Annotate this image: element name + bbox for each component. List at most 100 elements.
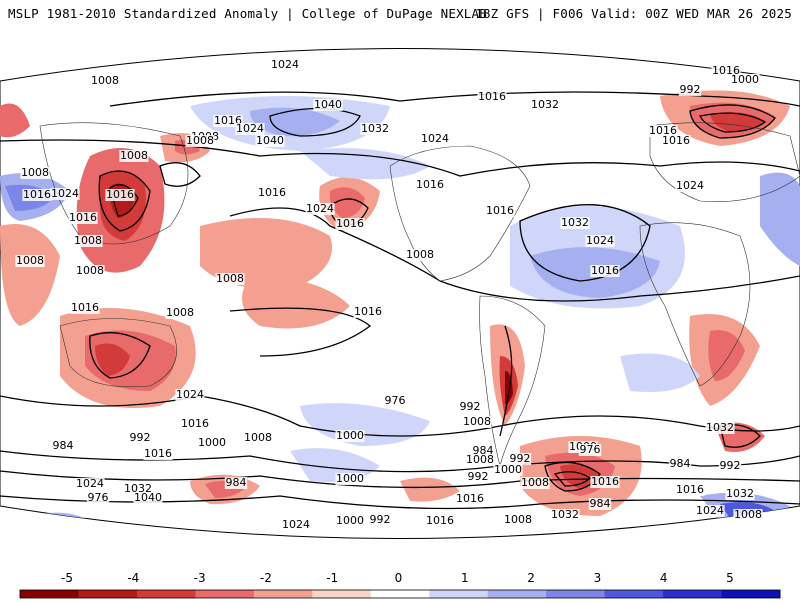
isobar-label: 1024 [306,202,334,215]
isobar-label-bg [465,454,495,466]
isobar-label: 1024 [76,477,104,490]
isobar-label-bg [75,478,105,490]
isobar-label-bg [335,218,365,230]
isobar-label: 984 [226,476,247,489]
isobar-label-bg [165,307,195,319]
colorbar-tick-label: -5 [61,571,73,585]
isobar-label: 1000 [336,429,364,442]
isobar-label: 1000 [336,514,364,527]
colorbar-tick-label: 2 [527,571,535,585]
colorbar-swatch [312,590,372,598]
colorbar-tick-label: 3 [594,571,602,585]
isobar-label-bg [197,437,227,449]
isobar-label-bg [353,306,383,318]
isobar-label: 1032 [561,216,589,229]
isobar-label: 984 [670,457,691,470]
isobar-label: 1040 [314,98,342,111]
isobar-label: 1016 [181,417,209,430]
colorbar-swatch [663,590,723,598]
isobar-label-bg [128,432,152,444]
isobar-label: 1016 [416,178,444,191]
colorbar-swatch [195,590,255,598]
isobar-label: 1008 [76,264,104,277]
isobar-label-bg [51,440,75,452]
isobar-label-bg [718,460,742,472]
isobar-label-bg [705,422,735,434]
colorbar-tick-label: -3 [194,571,206,585]
isobar-label: 1024 [51,187,79,200]
isobar-label-bg [105,189,135,201]
isobar-label-bg [678,84,702,96]
colorbar-tick-label: -4 [127,571,139,585]
isobar-label-bg [143,448,173,460]
isobar-label-bg [255,135,285,147]
isobar-label-bg [668,458,692,470]
isobar-label: 1000 [198,436,226,449]
isobar-label-bg [578,444,602,456]
isobar-label-bg [520,477,550,489]
colorbar-tick-label: 1 [461,571,469,585]
isobar-label-bg [425,515,455,527]
isobar-label: 1024 [586,234,614,247]
colorbar-frame [19,589,781,599]
isobar-label-bg [68,212,98,224]
isobar-label: 1000 [336,472,364,485]
isobar-label-bg [508,453,532,465]
isobar-label: 1008 [91,74,119,87]
isobar-label-bg [133,492,163,504]
isobar-label-bg [175,389,205,401]
isobar-label-bg [725,488,755,500]
isobar-label-bg [235,123,265,135]
isobar-label: 1016 [354,305,382,318]
anomaly-map: 1024 1016 1008 1016 1040 1032 1032 1040 1024 1016… [0,26,800,561]
isobar-label: 1016 [106,188,134,201]
isobar-label: 1008 [521,476,549,489]
isobar-label: 1016 [649,124,677,137]
isobar-label: 1000 [731,73,759,86]
isobar-label: 1008 [504,513,532,526]
isobar-label: 1016 [23,188,51,201]
isobar-label: 1040 [256,134,284,147]
isobar-label-bg [675,180,705,192]
colorbar-legend: -5 -4 -3 -2 -1 0 1 2 3 4 5 [0,566,800,600]
isobar-label: 1008 [74,234,102,247]
isobar-label-bg [648,125,678,137]
isobar-label-bg [485,205,515,217]
isobar-label: 1016 [456,492,484,505]
colorbar-swatch [20,590,79,598]
isobar-label: 1032 [531,98,559,111]
isobar-label-bg [180,418,210,430]
isobar-label-bg [530,99,560,111]
isobar-label: 992 [510,452,531,465]
isobar-label: 1016 [591,264,619,277]
isobar-label-bg [270,59,300,71]
isobar-label-bg [477,91,507,103]
isobar-label: 976 [580,443,601,456]
colorbar-swatch [546,590,606,598]
isobar-label-bg [73,235,103,247]
isobar-label: 1008 [734,508,762,521]
isobar-label: 1016 [258,186,286,199]
colorbar-swatch [429,590,489,598]
positive-anomaly-regions [0,96,800,538]
colorbar-swatch [604,590,664,598]
colorbar-swatch [487,590,547,598]
isobar-label-bg [420,133,450,145]
isobar-label-bg [70,302,100,314]
isobar-label: 1008 [463,415,491,428]
isobar-label: 1016 [486,204,514,217]
isobar-label-bg [15,255,45,267]
colorbar-tick-label: -2 [260,571,272,585]
model-run-info: 18Z GFS | F006 Valid: 00Z WED MAR 26 202… [475,6,792,21]
isobar-label: 1032 [361,122,389,135]
isobar-label-bg [281,519,311,531]
isobar-label-bg [360,123,390,135]
isobar-label: 1008 [120,149,148,162]
isobar-label-bg [415,179,445,191]
isobar-label-bg [224,477,248,489]
isobar-label: 1016 [214,114,242,127]
isobar-label: 1008 [16,254,44,267]
isobar-label-bg [90,75,120,87]
isobar-label-bg [213,115,243,127]
